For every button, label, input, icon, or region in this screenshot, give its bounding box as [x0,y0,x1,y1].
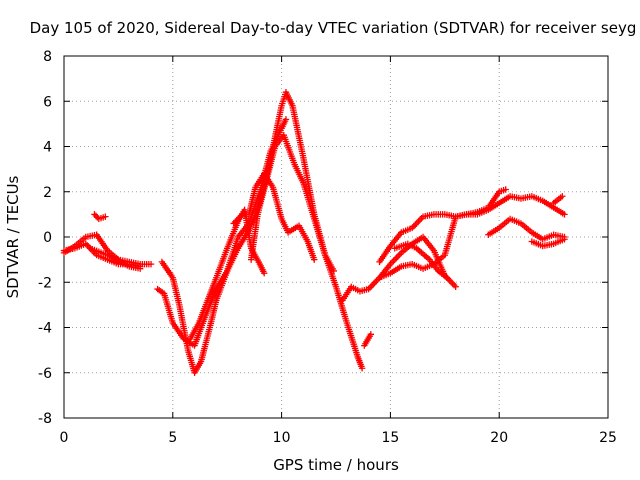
data-point [559,193,566,200]
series-sat-d [86,245,144,272]
data-point [452,283,459,290]
data-point [443,274,451,281]
y-tick-label: 0 [43,230,52,246]
series-sat-k [361,331,375,349]
x-tick-label: 15 [381,430,399,446]
y-tick-labels: -8 -6 -4 -2 0 2 4 6 8 [38,49,52,427]
x-axis-label: GPS time / hours [273,456,399,474]
series-sat-g [187,206,268,343]
y-tick-label: -6 [38,366,52,382]
data-point [561,211,568,218]
y-tick-label: -4 [38,321,52,337]
data-point [358,365,366,372]
chart-title: Day 105 of 2020, Sidereal Day-to-day VTE… [30,19,637,37]
series-sat-o [485,215,568,243]
y-tick-label: 2 [43,185,52,201]
y-tick-label: 8 [43,49,52,65]
series-sat-l [376,193,568,266]
y-axis-label: SDTVAR / TECUs [4,175,22,298]
data-point [330,267,338,275]
series-sat-c [91,211,109,223]
series-sat-m [376,186,509,281]
data-point [367,331,375,338]
data-point [147,260,155,268]
x-tick-label: 0 [60,430,69,446]
data-point [311,256,318,263]
x-tick-label: 20 [490,430,508,446]
data-point [136,265,144,272]
grid-lines [64,56,608,418]
data-point [282,116,290,123]
data-point [94,214,101,221]
data-point [561,236,568,243]
series-sat-i [247,131,338,275]
data-marks [60,89,568,376]
x-tick-labels: 0 5 10 15 20 25 [60,430,617,446]
y-tick-label: 4 [43,140,52,156]
y-tick-label: -2 [38,275,52,291]
data-point [102,213,109,220]
y-tick-label: 6 [43,94,52,110]
axis-ticks [63,55,609,419]
data-point [260,270,268,277]
series-sat-p [528,236,568,250]
x-tick-label: 5 [168,430,177,446]
series-sat-j [339,233,459,304]
x-tick-label: 25 [599,430,617,446]
data-point [91,211,98,218]
series-sat-f [158,89,366,376]
y-tick-label: -8 [38,411,52,427]
series-sat-n [391,240,451,281]
data-point [502,186,509,193]
x-tick-label: 10 [273,430,291,446]
series-sat-q [550,193,566,207]
